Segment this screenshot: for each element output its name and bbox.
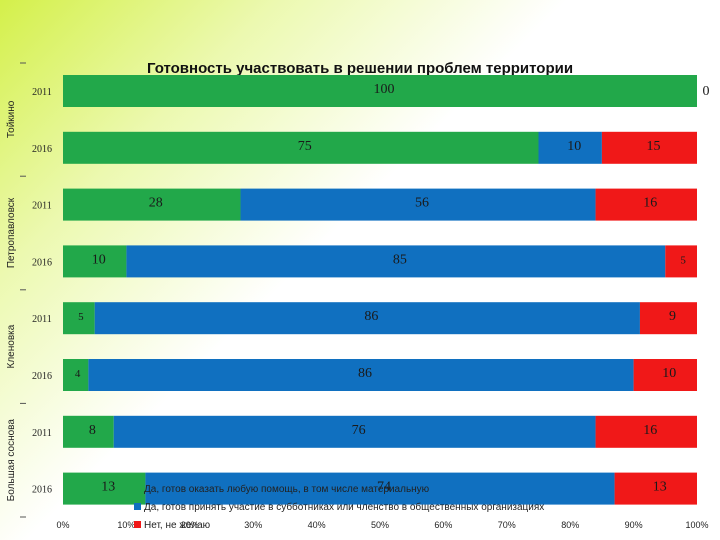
bar-segment (63, 75, 697, 107)
data-label: 10 (662, 366, 676, 381)
bar-segment (538, 131, 602, 164)
category-labels: 2011 2016 2011 2016 2011 2016 2011 2016 Тойкино П… (6, 62, 52, 518)
x-tick-label: 30% (244, 520, 262, 530)
labels-layer: 100 75 10 15 28 56 16 10 85 5 5 86 9 4 86 10 8 76 16 13 74 13… (75, 82, 710, 495)
year-label: 2011 (32, 428, 52, 439)
chart-title: Готовность участвовать в решении проблем… (147, 60, 573, 77)
data-label: 86 (364, 309, 378, 324)
year-label: 2011 (32, 87, 52, 98)
bar-segment (63, 359, 89, 391)
data-label: 15 (646, 139, 660, 154)
data-label: 9 (669, 309, 676, 324)
group-label: Кленовка (6, 324, 17, 368)
x-tick-label: 70% (498, 520, 516, 530)
data-label: 74 (377, 480, 391, 495)
data-label: 86 (358, 366, 372, 381)
bar-segment (94, 302, 640, 335)
bar-segment (665, 245, 697, 278)
x-tick-label: 40% (308, 520, 326, 530)
data-label: 16 (643, 196, 657, 211)
legend: Да, готов оказать любую помощь, в том чи… (134, 483, 544, 531)
bar-segment (63, 245, 127, 278)
year-label: 2011 (32, 201, 52, 212)
x-tick-label: 10% (117, 520, 135, 530)
group-label: Тойкино (6, 100, 17, 138)
data-label: 28 (149, 196, 163, 211)
legend-label: Да, готов оказать любую помощь, в том чи… (144, 483, 430, 495)
bar-segment (595, 188, 697, 221)
data-label: 13 (101, 480, 115, 495)
x-tick-label: 100% (685, 520, 708, 530)
data-label: 100 (374, 82, 395, 97)
bar-segment (601, 131, 697, 164)
bar-segment (63, 415, 114, 448)
data-label: 0 (703, 84, 710, 99)
data-label: 5 (680, 254, 686, 266)
data-label: 4 (75, 368, 81, 380)
bar-segment (63, 472, 146, 505)
x-tick-label: 50% (371, 520, 389, 530)
bar-segment (63, 302, 95, 335)
x-tick-label: 20% (181, 520, 199, 530)
bar-segment (595, 415, 697, 448)
year-label: 2016 (32, 144, 52, 155)
year-label: 2016 (32, 371, 52, 382)
group-label: Большая соснова (6, 419, 17, 502)
bar-segment (88, 359, 634, 391)
bar-segment (639, 302, 697, 335)
legend-swatch (134, 503, 141, 510)
x-axis: 0% 10% 20% 30% 40% 50% 60% 70% 80% 90% 100% (56, 520, 708, 530)
bars-layer (63, 75, 697, 505)
data-label: 56 (415, 196, 429, 211)
bar-segment (63, 188, 241, 221)
x-tick-label: 90% (625, 520, 643, 530)
bar-segment (633, 359, 697, 391)
bar-segment (614, 472, 697, 505)
data-label: 85 (393, 252, 407, 267)
bar-segment (145, 472, 615, 505)
data-label: 5 (78, 311, 84, 323)
x-tick-label: 60% (434, 520, 452, 530)
x-tick-label: 80% (561, 520, 579, 530)
data-label: 10 (92, 252, 106, 267)
legend-swatch (134, 485, 141, 492)
year-label: 2011 (32, 314, 52, 325)
legend-swatch (134, 521, 141, 528)
data-label: 13 (653, 480, 667, 495)
bar-segment (63, 131, 539, 164)
bar-segment (126, 245, 666, 278)
year-label: 2016 (32, 485, 52, 496)
group-label: Петропавловск (6, 197, 17, 268)
data-label: 16 (643, 423, 657, 438)
bar-segment (240, 188, 596, 221)
data-label: 10 (567, 139, 581, 154)
data-label: 76 (352, 423, 366, 438)
legend-label: Да, готов принять участие в субботниках … (144, 501, 544, 513)
year-label: 2016 (32, 257, 52, 268)
bar-segment (113, 415, 596, 448)
data-label: 8 (89, 423, 96, 438)
legend-label: Нет, не желаю (144, 520, 211, 531)
x-tick-label: 0% (56, 520, 69, 530)
data-label: 75 (298, 139, 312, 154)
